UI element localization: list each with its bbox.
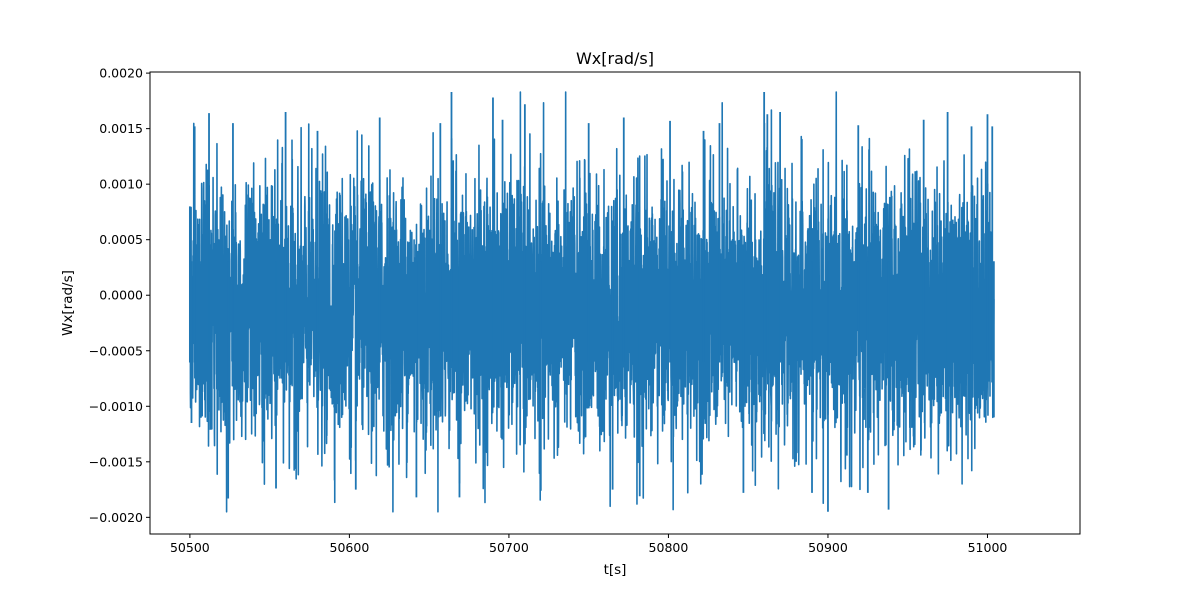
y-tick-label: −0.0010: [89, 399, 143, 414]
chart-title: Wx[rad/s]: [576, 49, 654, 68]
x-tick-label: 50600: [330, 540, 370, 555]
x-tick-label: 51000: [968, 540, 1008, 555]
y-tick-label: 0.0005: [99, 232, 143, 247]
y-axis: −0.0020 −0.0015 −0.0010 −0.0005 0.0000 0.0005…: [89, 66, 150, 525]
y-tick-label: 0.0000: [99, 288, 143, 303]
x-tick-label: 50800: [649, 540, 689, 555]
y-tick-label: 0.0015: [99, 121, 143, 136]
x-tick-label: 50500: [170, 540, 210, 555]
plot-frame: [149, 71, 1081, 535]
y-tick-label: 0.0020: [99, 66, 143, 81]
y-tick-label: 0.0010: [99, 177, 143, 192]
y-tick-label: −0.0005: [89, 343, 143, 358]
x-axis: 50500 50600 50700 50800 50900 51000: [170, 534, 1007, 555]
y-axis-label: Wx[rad/s]: [60, 270, 76, 336]
y-tick-label: −0.0015: [89, 454, 143, 469]
data-layer: [188, 91, 995, 513]
x-tick-label: 50700: [489, 540, 529, 555]
y-tick-label: −0.0020: [89, 510, 143, 525]
x-axis-label: t[s]: [604, 562, 627, 578]
x-tick-label: 50900: [808, 540, 848, 555]
signal-line: [189, 91, 995, 513]
signal-peaks: [188, 91, 995, 512]
